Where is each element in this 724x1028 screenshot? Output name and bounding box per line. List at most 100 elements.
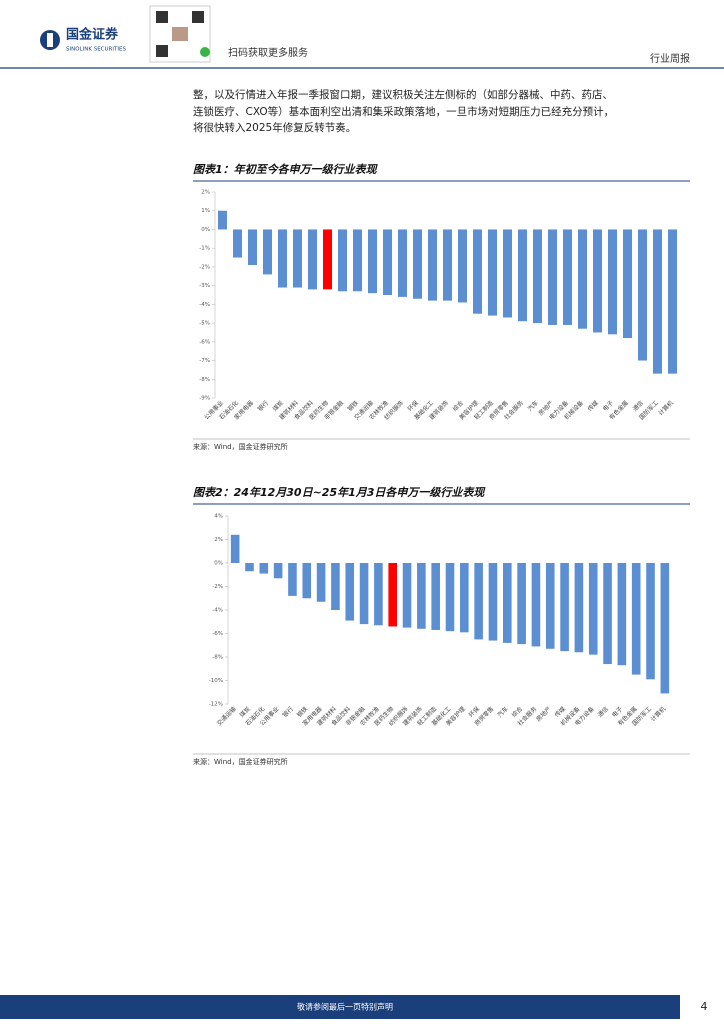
bar	[445, 563, 455, 632]
bar	[368, 229, 377, 294]
bar	[623, 229, 632, 339]
bar	[660, 563, 670, 694]
bar	[548, 229, 557, 325]
logo-subtext: SINOLINK SECURITIES	[66, 47, 126, 53]
x-tick-label: 汽车	[496, 705, 510, 719]
y-tick-label: -12%	[209, 702, 223, 708]
bar	[518, 229, 527, 322]
bar	[578, 229, 587, 329]
bar	[631, 563, 641, 675]
bar	[563, 229, 572, 325]
bar	[353, 229, 362, 292]
y-tick-label: -4%	[199, 302, 210, 308]
bar	[517, 563, 526, 645]
bar	[646, 563, 655, 680]
footer-page-box	[680, 995, 724, 1019]
y-tick-label: -6%	[212, 631, 223, 637]
x-tick-label: 计算机	[657, 399, 675, 417]
bar	[474, 563, 483, 640]
bar	[653, 229, 662, 374]
bar	[383, 229, 392, 295]
y-tick-label: 2%	[201, 190, 210, 196]
bar	[431, 563, 440, 630]
bar	[560, 563, 569, 652]
bar	[233, 229, 242, 258]
bar	[359, 563, 369, 625]
paragraph-line: 将很快转入2025年修复反转节奏。	[193, 121, 356, 134]
bar	[458, 229, 467, 303]
bar	[502, 563, 512, 643]
bar	[248, 229, 257, 266]
qr-finder	[156, 45, 168, 57]
bar	[603, 563, 612, 665]
page-number: 4	[701, 1000, 708, 1013]
qr-caption: 扫码获取更多服务	[228, 46, 308, 59]
bar	[588, 563, 598, 655]
paragraph-line: 连锁医疗、CXO等）基本面利空出清和集采政策落地，一旦市场对短期压力已经充分预计…	[193, 105, 614, 118]
y-tick-label: 0%	[214, 561, 223, 567]
bar	[230, 534, 240, 563]
bar	[417, 563, 426, 629]
y-tick-label: 0%	[201, 227, 210, 233]
chart-title: 图表1：年初至今各申万一级行业表现	[193, 163, 379, 176]
x-tick-label: 房地产	[534, 705, 552, 723]
bar	[288, 563, 297, 596]
bar	[331, 563, 340, 610]
x-tick-label: 计算机	[649, 705, 667, 723]
footer-notice: 敬请参阅最后一页特别声明	[297, 1002, 393, 1012]
qr-center	[172, 27, 188, 41]
bar	[218, 210, 227, 230]
bar	[402, 563, 412, 628]
bar	[503, 229, 512, 318]
chart-title: 图表2：24年12月30日~25年1月3日各申万一级行业表现	[193, 486, 486, 499]
bar	[488, 229, 497, 316]
y-tick-label: -2%	[199, 264, 210, 270]
paragraph-line: 整，以及行情进入年报一季报窗口期，建议积极关注左侧标的（如部分器械、中药、药店、	[193, 88, 613, 101]
bar	[473, 229, 482, 314]
bar	[668, 229, 677, 374]
bar	[278, 229, 287, 288]
chart-source: 来源：Wind，国金证券研究所	[193, 442, 288, 451]
y-tick-label: -10%	[209, 678, 223, 684]
bar	[374, 563, 383, 626]
bar	[545, 563, 555, 649]
bar	[531, 563, 541, 647]
bar	[245, 563, 254, 572]
bar	[308, 229, 317, 290]
bar	[443, 229, 452, 301]
y-tick-label: -7%	[199, 358, 210, 364]
qr-finder	[192, 11, 204, 23]
y-tick-label: 2%	[214, 537, 223, 543]
logo-text: 国金证券	[66, 27, 119, 43]
bar	[316, 563, 326, 602]
bar	[398, 229, 407, 297]
qr-finder	[156, 11, 168, 23]
bar	[388, 563, 398, 627]
y-tick-label: -8%	[212, 655, 223, 661]
bar	[574, 563, 584, 653]
bar	[302, 563, 312, 599]
y-tick-label: -6%	[199, 339, 210, 345]
y-tick-label: -1%	[199, 246, 210, 252]
logo-icon-mark	[47, 33, 53, 47]
bar	[617, 563, 627, 666]
bar	[638, 229, 647, 361]
y-tick-label: -4%	[212, 608, 223, 614]
y-tick-label: -3%	[199, 283, 210, 289]
x-tick-label: 交通运输	[215, 705, 238, 728]
bar	[338, 229, 347, 292]
y-tick-label: -2%	[212, 584, 223, 590]
bar	[413, 229, 422, 299]
report-type: 行业周报	[650, 52, 690, 65]
y-tick-label: 1%	[201, 208, 210, 214]
y-tick-label: 4%	[214, 514, 223, 520]
x-tick-label: 传媒	[586, 399, 600, 413]
bar	[608, 229, 617, 335]
x-tick-label: 通信	[596, 705, 610, 719]
y-tick-label: -5%	[199, 321, 210, 327]
bar	[428, 229, 437, 301]
chart-source: 来源：Wind，国金证券研究所	[193, 757, 288, 766]
bar	[323, 229, 332, 290]
